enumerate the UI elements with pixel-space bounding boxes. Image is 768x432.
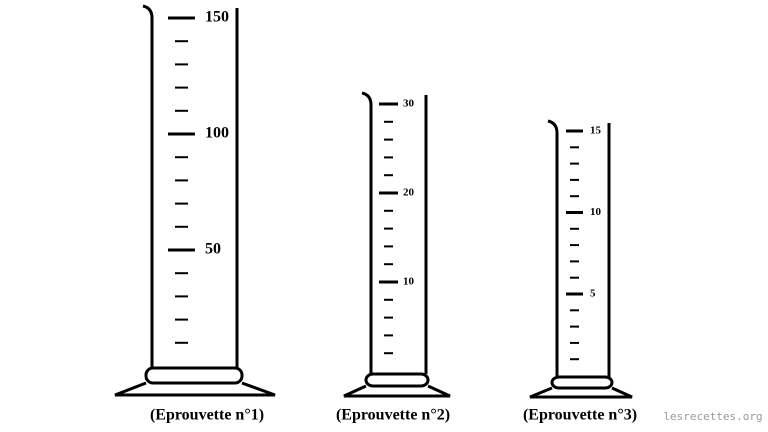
cylinder-caption: (Eprouvette n°2) xyxy=(336,407,450,424)
cylinder-foot xyxy=(114,381,276,397)
tick-label: 50 xyxy=(205,241,221,258)
tick-label: 100 xyxy=(205,125,229,142)
tick-label: 5 xyxy=(590,288,596,300)
watermark: lesrecettes.org xyxy=(663,410,762,423)
cylinder-base-ring xyxy=(364,372,430,388)
tick-label: 10 xyxy=(403,276,415,288)
tick-label: 10 xyxy=(590,206,602,218)
tick-label: 15 xyxy=(590,125,602,137)
cylinder-foot xyxy=(529,386,633,399)
cylinder-base-ring xyxy=(550,375,614,390)
cylinder-wall xyxy=(547,119,611,377)
cylinder-caption: (Eprouvette n°3) xyxy=(523,407,637,424)
tick-label: 30 xyxy=(403,98,415,110)
cylinder-base-ring xyxy=(144,366,244,385)
tick-label: 150 xyxy=(205,9,229,26)
cylinder-wall xyxy=(361,91,428,374)
tick-label: 20 xyxy=(403,187,415,199)
cylinder-caption: (Eprouvette n°1) xyxy=(150,407,264,424)
cylinder-wall xyxy=(142,4,239,368)
cylinder-foot xyxy=(343,384,451,398)
